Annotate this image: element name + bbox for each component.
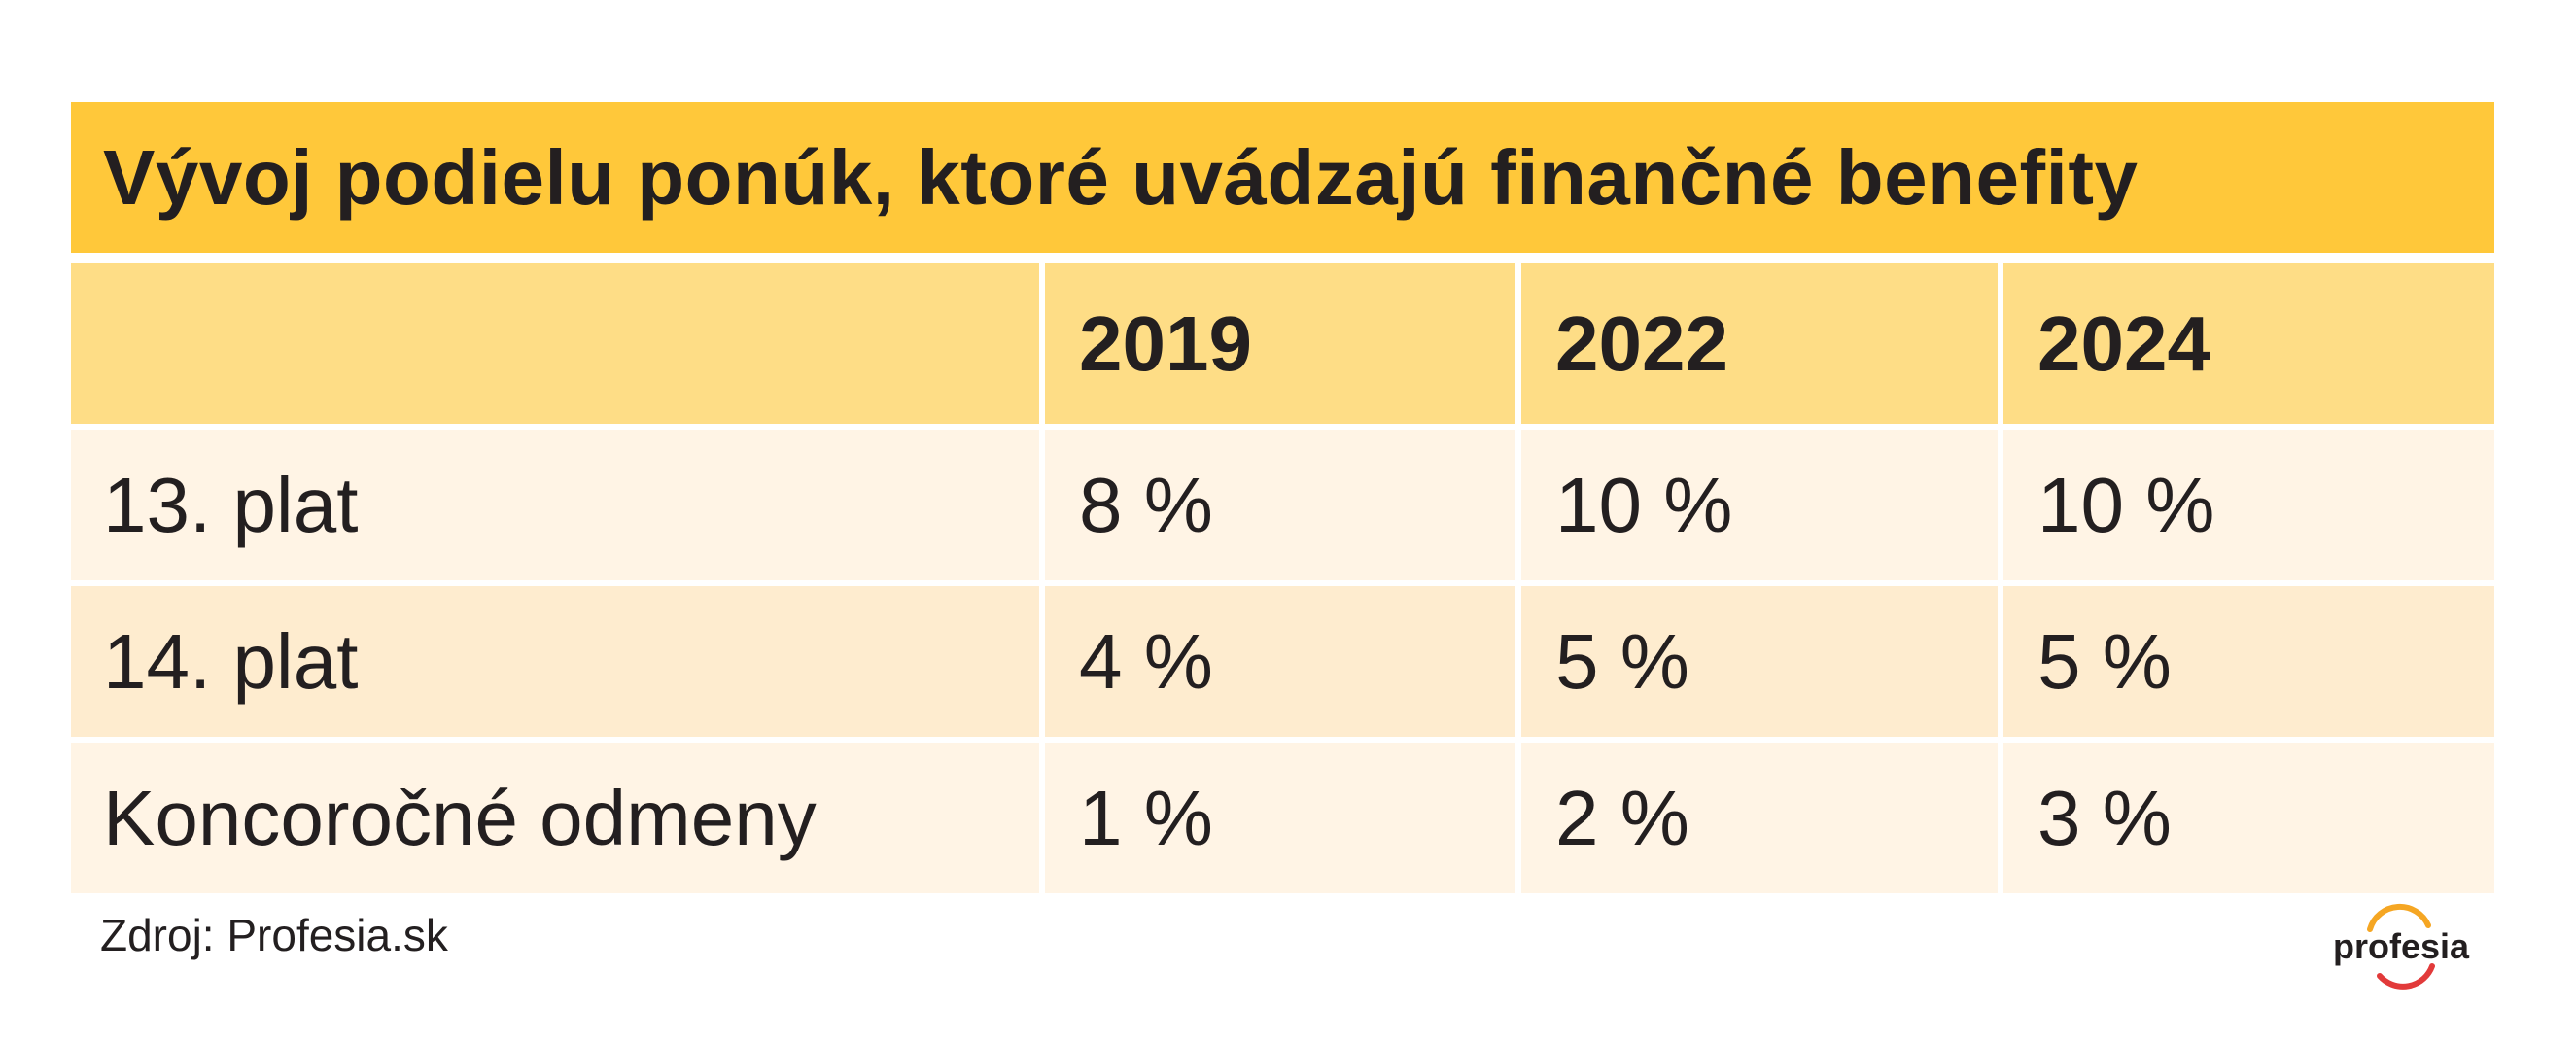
cell-koncorocne-2022: 2 % xyxy=(1521,743,1998,893)
cell-14-plat-2024: 5 % xyxy=(2003,586,2494,737)
table-title: Vývoj podielu ponúk, ktoré uvádzajú fina… xyxy=(103,133,2139,221)
profesia-logo: profesia xyxy=(2323,902,2479,999)
row-label-14-plat: 14. plat xyxy=(71,586,1039,737)
cell-13-plat-2019: 8 % xyxy=(1045,430,1515,580)
source-note: Zdroj: Profesia.sk xyxy=(100,910,448,960)
header-cell-2022: 2022 xyxy=(1521,263,1998,424)
benefits-table: 2019 2022 2024 13. plat 8 % 10 % 10 % 14… xyxy=(71,263,2494,893)
row-label-13-plat: 13. plat xyxy=(71,430,1039,580)
cell-13-plat-2024: 10 % xyxy=(2003,430,2494,580)
header-cell-2024: 2024 xyxy=(2003,263,2494,424)
profesia-logo-icon: profesia xyxy=(2333,903,2470,990)
header-cell-2019: 2019 xyxy=(1045,263,1515,424)
header-cell-empty xyxy=(71,263,1039,424)
cell-13-plat-2022: 10 % xyxy=(1521,430,1998,580)
row-label-koncorocne-odmeny: Koncoročné odmeny xyxy=(71,743,1039,893)
cell-14-plat-2019: 4 % xyxy=(1045,586,1515,737)
cell-14-plat-2022: 5 % xyxy=(1521,586,1998,737)
cell-koncorocne-2024: 3 % xyxy=(2003,743,2494,893)
profesia-logo-text: profesia xyxy=(2333,926,2470,966)
title-bar: Vývoj podielu ponúk, ktoré uvádzajú fina… xyxy=(71,102,2494,253)
cell-koncorocne-2019: 1 % xyxy=(1045,743,1515,893)
